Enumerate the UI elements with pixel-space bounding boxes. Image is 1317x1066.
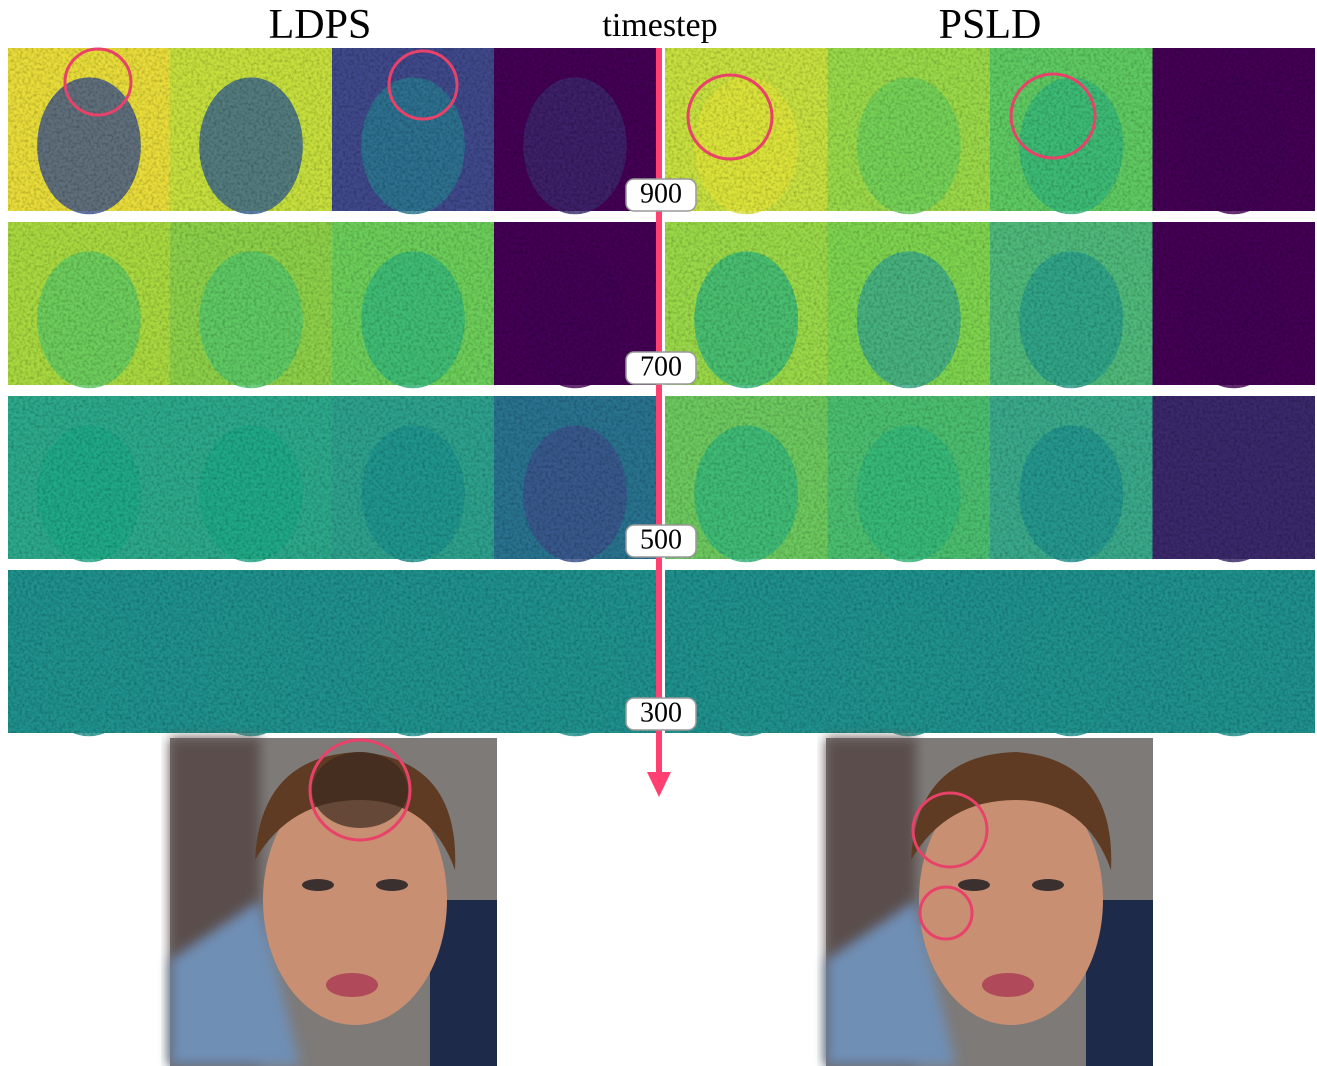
panel-face — [361, 599, 465, 736]
panel-face — [523, 251, 627, 388]
panel-face — [1182, 425, 1286, 562]
panel-face — [694, 425, 798, 562]
timestep-label: 300 — [640, 697, 682, 728]
heatmap-panel — [1153, 222, 1316, 388]
heatmap-panel — [170, 570, 332, 736]
heatmap-panel — [8, 222, 170, 388]
heatmap-panel — [8, 48, 170, 214]
panel-face — [361, 251, 465, 388]
heatmap-panel — [170, 396, 332, 562]
panel-face — [694, 599, 798, 736]
panel-face — [199, 251, 303, 388]
heatmap-panel — [8, 570, 170, 736]
heatmap-panel — [1153, 396, 1316, 562]
heatmap-panel — [332, 222, 494, 388]
center-title: timestep — [602, 7, 717, 44]
panel-face — [694, 77, 798, 214]
timestep-label: 900 — [640, 178, 682, 209]
timestep-label: 500 — [640, 524, 682, 555]
heatmap-panel — [828, 570, 991, 736]
panel-face — [694, 251, 798, 388]
panel-face — [199, 77, 303, 214]
panel-face — [1019, 599, 1123, 736]
panel-face — [523, 77, 627, 214]
panel-face — [857, 251, 961, 388]
panel-face — [1182, 251, 1286, 388]
panel-face — [199, 425, 303, 562]
heatmap-panel — [990, 222, 1153, 388]
panel-face — [37, 599, 141, 736]
figure: LDPS timestep PSLD 900 700 500 300 — [0, 0, 1317, 1066]
panel-face — [37, 251, 141, 388]
panel-face — [1019, 77, 1123, 214]
panel-face — [857, 425, 961, 562]
heatmap-panel — [828, 48, 991, 214]
heatmap-panel — [170, 222, 332, 388]
heatmap-panel — [990, 396, 1153, 562]
panel-face — [857, 77, 961, 214]
heatmap-panel — [170, 48, 332, 214]
heatmap-panel — [990, 570, 1153, 736]
panel-face — [857, 599, 961, 736]
heatmap-panel — [1153, 48, 1316, 214]
timestep-label: 700 — [640, 351, 682, 382]
panel-face — [1019, 425, 1123, 562]
heatmap-panel — [332, 570, 494, 736]
right-title: PSLD — [939, 2, 1042, 48]
heatmap-panel — [8, 396, 170, 562]
panel-face — [199, 599, 303, 736]
panel-face — [361, 425, 465, 562]
heatmap-panel — [828, 222, 991, 388]
panel-face — [523, 599, 627, 736]
panel-face — [361, 77, 465, 214]
left-title: LDPS — [269, 2, 372, 48]
panel-face — [1019, 251, 1123, 388]
heatmap-panel — [1153, 570, 1316, 736]
panel-face — [523, 425, 627, 562]
heatmap-panel — [828, 396, 991, 562]
heatmap-panel — [332, 396, 494, 562]
heatmap-panel — [332, 48, 494, 214]
panel-face — [1182, 77, 1286, 214]
ldps-result-photo — [170, 738, 497, 1066]
panel-face — [1182, 599, 1286, 736]
psld-result-photo — [826, 738, 1153, 1066]
panel-face — [37, 425, 141, 562]
